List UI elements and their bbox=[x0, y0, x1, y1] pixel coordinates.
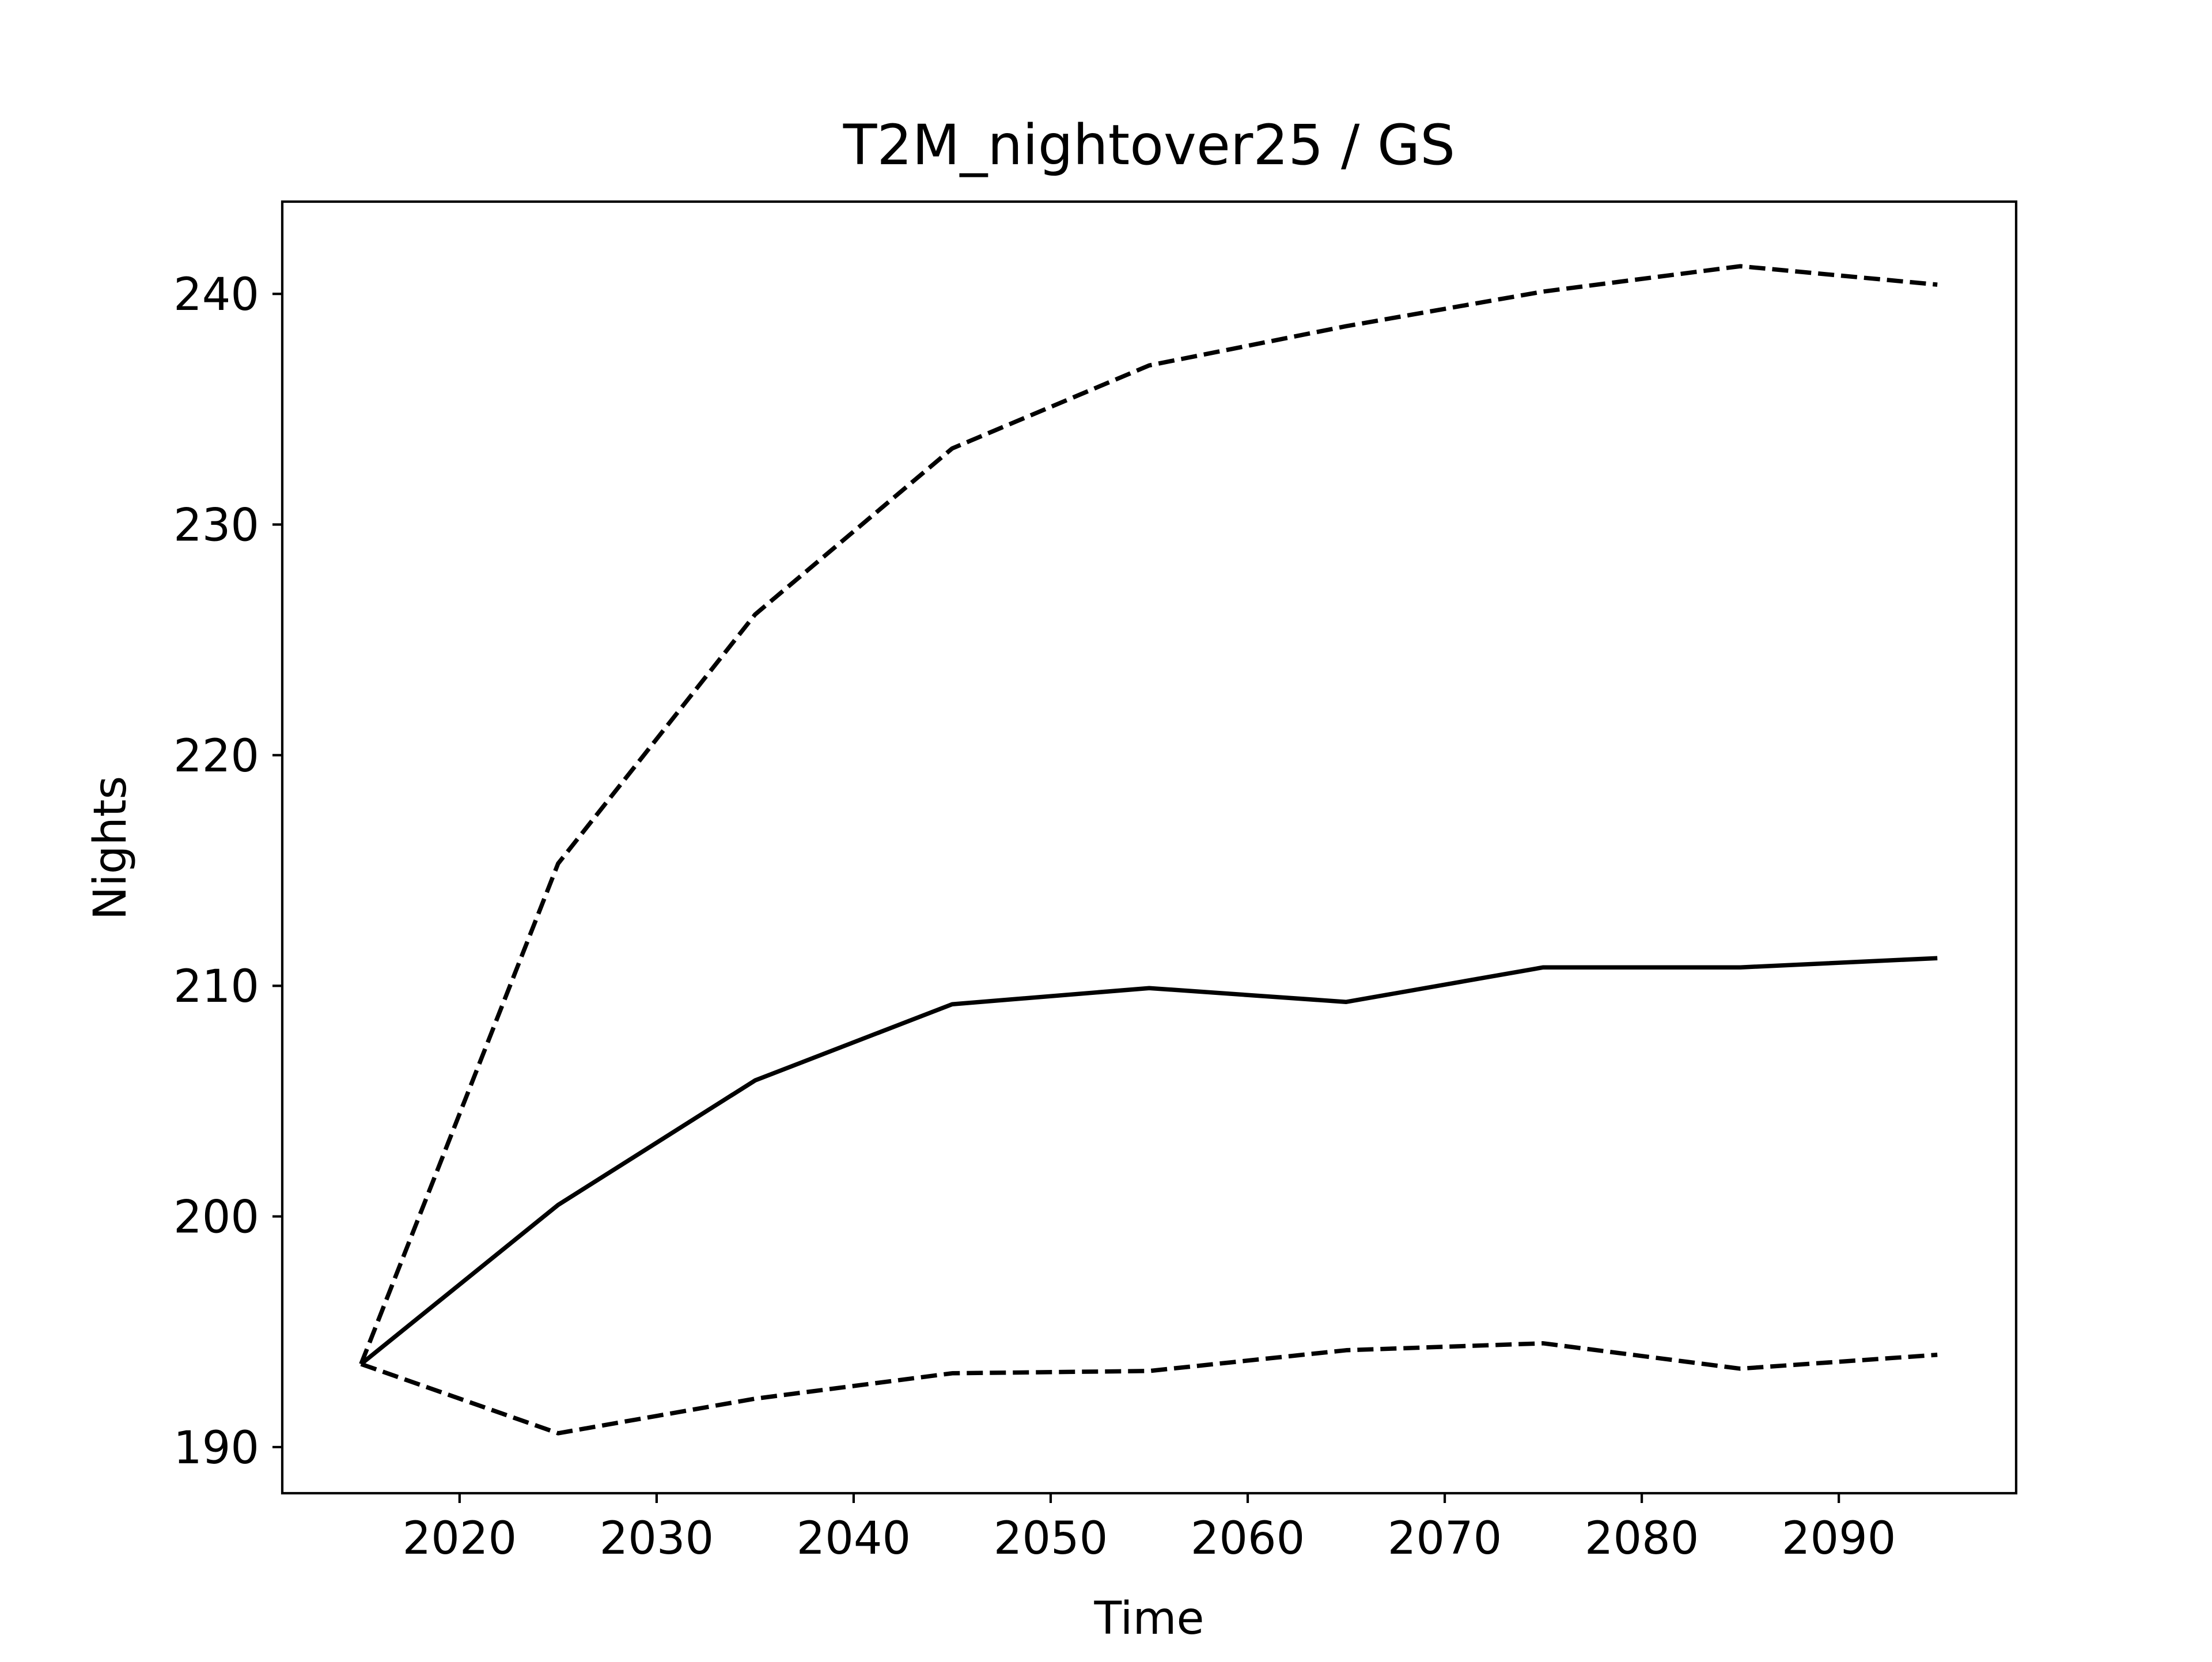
x-tick-label-2040: 2040 bbox=[797, 1513, 911, 1565]
x-tick-label-2050: 2050 bbox=[994, 1513, 1108, 1565]
y-tick-label-240: 240 bbox=[173, 269, 259, 321]
x-tick-label-2030: 2030 bbox=[600, 1513, 714, 1565]
chart-title: T2M_nightover25 / GS bbox=[843, 113, 1455, 177]
y-tick-label-200: 200 bbox=[173, 1192, 259, 1244]
x-axis-label: Time bbox=[1094, 1593, 1205, 1645]
x-tick-label-2070: 2070 bbox=[1388, 1513, 1502, 1565]
x-tick-label-2060: 2060 bbox=[1191, 1513, 1305, 1565]
y-tick-label-210: 210 bbox=[173, 961, 259, 1013]
x-tick-label-2090: 2090 bbox=[1782, 1513, 1896, 1565]
x-tick-label-2080: 2080 bbox=[1585, 1513, 1699, 1565]
y-tick-label-230: 230 bbox=[173, 500, 259, 552]
y-tick-label-190: 190 bbox=[173, 1422, 259, 1474]
y-axis-label: Nights bbox=[85, 776, 137, 920]
x-tick-label-2020: 2020 bbox=[403, 1513, 517, 1565]
y-tick-label-220: 220 bbox=[173, 730, 259, 782]
